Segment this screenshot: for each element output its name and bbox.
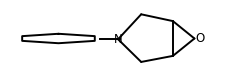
Text: O: O <box>195 32 204 45</box>
Text: N: N <box>113 33 122 46</box>
